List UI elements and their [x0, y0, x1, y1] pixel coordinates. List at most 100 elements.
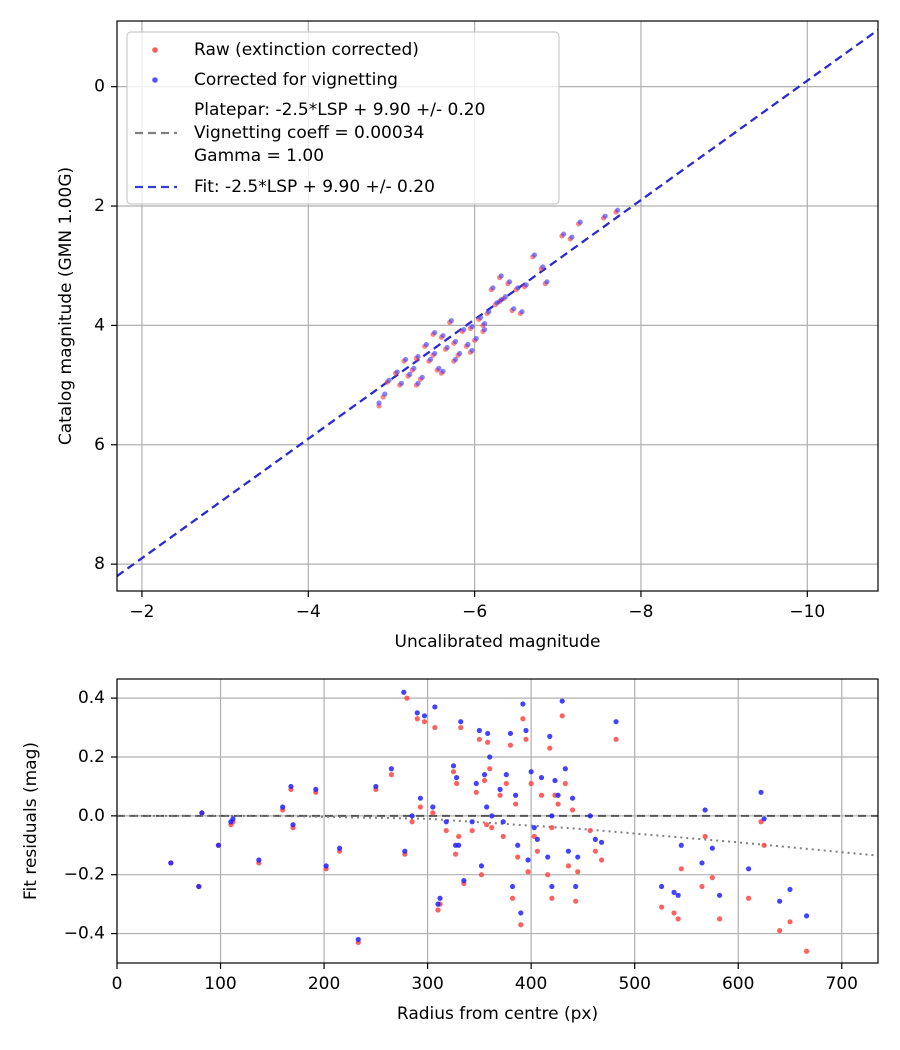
corrected-point: [532, 252, 537, 257]
corrected-point: [411, 366, 416, 371]
raw-point: [518, 922, 523, 927]
corrected-point: [566, 849, 571, 854]
x-axis-label: Uncalibrated magnitude: [395, 632, 601, 652]
x-tick-label: −4: [296, 602, 321, 622]
raw-point: [699, 884, 704, 889]
corrected-point: [453, 357, 458, 362]
corrected-point: [560, 698, 565, 703]
raw-point: [515, 854, 520, 859]
raw-point: [676, 916, 681, 921]
raw-point: [762, 843, 767, 848]
corrected-point: [615, 208, 620, 213]
corrected-point: [503, 294, 508, 299]
corrected-point: [710, 846, 715, 851]
corrected-point: [563, 766, 568, 771]
x-axis-label: Radius from centre (px): [397, 1004, 598, 1024]
raw-point: [593, 849, 598, 854]
raw-point: [454, 781, 459, 786]
corrected-point: [561, 231, 566, 236]
figure: −2 −4 −6 −8 −1002468Uncalibrated magnitudeCa…: [0, 0, 900, 1050]
corrected-point: [497, 787, 502, 792]
x-tick-label: −10: [789, 602, 825, 622]
raw-point: [422, 719, 427, 724]
corrected-point: [288, 784, 293, 789]
raw-point: [409, 819, 414, 824]
raw-point: [520, 716, 525, 721]
raw-point: [477, 737, 482, 742]
corrected-point: [409, 813, 414, 818]
raw-point: [430, 810, 435, 815]
raw-point: [479, 872, 484, 877]
corrected-point: [424, 342, 429, 347]
raw-point: [679, 866, 684, 871]
raw-point: [418, 804, 423, 809]
raw-point: [563, 781, 568, 786]
corrected-point: [313, 787, 318, 792]
corrected-point: [762, 816, 767, 821]
corrected-point: [474, 336, 479, 341]
corrected-point: [603, 214, 608, 219]
corrected-point: [679, 843, 684, 848]
raw-point: [504, 781, 509, 786]
corrected-point: [457, 351, 462, 356]
y-tick-label: −0.4: [64, 924, 105, 944]
corrected-point: [702, 807, 707, 812]
corrected-point: [482, 321, 487, 326]
y-tick-label: 8: [94, 554, 105, 574]
x-tick-label: −2: [129, 602, 154, 622]
x-tick-label: 700: [826, 974, 858, 994]
corrected-point: [758, 790, 763, 795]
corrected-point: [804, 913, 809, 918]
corrected-point: [523, 728, 528, 733]
corrected-point: [518, 910, 523, 915]
y-tick-label: 0: [94, 77, 105, 97]
raw-point: [549, 825, 554, 830]
corrected-point: [456, 843, 461, 848]
corrected-point: [376, 400, 381, 405]
corrected-point: [461, 878, 466, 883]
corrected-point: [382, 391, 387, 396]
corrected-point: [494, 300, 499, 305]
raw-point: [508, 743, 513, 748]
legend-raw-marker: [152, 47, 158, 53]
raw-point: [444, 828, 449, 833]
raw-point: [482, 778, 487, 783]
corrected-point: [545, 854, 550, 859]
corrected-point: [746, 866, 751, 871]
corrected-point: [588, 813, 593, 818]
corrected-point: [487, 754, 492, 759]
raw-point: [525, 869, 530, 874]
corrected-point: [389, 766, 394, 771]
corrected-point: [575, 854, 580, 859]
corrected-point: [508, 731, 513, 736]
corrected-point: [519, 309, 524, 314]
corrected-point: [504, 772, 509, 777]
raw-point: [549, 896, 554, 901]
corrected-point: [470, 819, 475, 824]
y-tick-label: 0.2: [78, 747, 105, 767]
corrected-point: [403, 357, 408, 362]
corrected-point: [555, 793, 560, 798]
corrected-point: [415, 381, 420, 386]
corrected-point: [445, 345, 450, 350]
corrected-point: [470, 348, 475, 353]
corrected-point: [430, 804, 435, 809]
raw-point: [513, 801, 518, 806]
raw-point: [451, 769, 456, 774]
legend-corrected-label: Corrected for vignetting: [194, 70, 398, 90]
corrected-point: [525, 857, 530, 862]
raw-point: [702, 834, 707, 839]
raw-point: [389, 772, 394, 777]
x-tick-label: 100: [204, 974, 236, 994]
corrected-point: [477, 728, 482, 733]
corrected-point: [499, 273, 504, 278]
corrected-point: [407, 372, 412, 377]
corrected-point: [613, 719, 618, 724]
raw-point: [456, 834, 461, 839]
corrected-point: [593, 837, 598, 842]
corrected-point: [599, 840, 604, 845]
legend-vignetting-label: Vignetting coeff = 0.00034: [194, 123, 424, 143]
raw-point: [746, 896, 751, 901]
raw-point: [539, 793, 544, 798]
raw-point: [787, 919, 792, 924]
